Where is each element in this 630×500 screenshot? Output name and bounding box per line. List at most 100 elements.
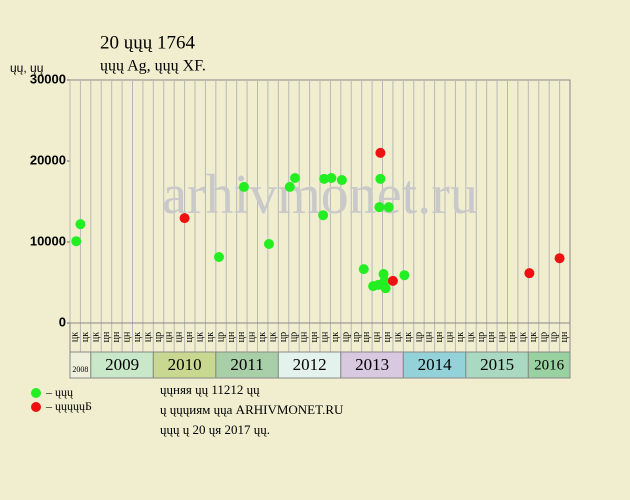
column-label: цк	[392, 332, 403, 342]
column-label: цн	[122, 331, 133, 342]
column-label: цк	[455, 332, 466, 342]
column-label: цк	[267, 332, 278, 342]
year-band	[465, 351, 529, 379]
column-label: цк	[142, 332, 153, 342]
column-label: цр	[413, 332, 424, 342]
column-label: цн	[361, 331, 372, 342]
data-point	[263, 239, 274, 250]
column-label: цн	[111, 331, 122, 342]
year-label: 2013	[355, 355, 389, 374]
data-point	[554, 253, 565, 264]
data-point	[326, 173, 337, 184]
data-point	[284, 181, 295, 192]
data-point	[399, 270, 410, 281]
column-label: цк	[465, 332, 476, 342]
note: ųųняя ųų 11212 ųų	[160, 382, 260, 397]
column-label: цр	[278, 332, 289, 342]
column-label: цн	[236, 331, 247, 342]
column-label: цн	[247, 331, 258, 342]
y-tick-label: 20000	[30, 152, 66, 167]
column-label: цр	[538, 332, 549, 342]
data-point	[318, 210, 329, 221]
year-band	[277, 351, 342, 379]
chart-subtitle: ųųų Ag, ųųų XF.	[100, 58, 206, 75]
y-tick-label: 30000	[30, 71, 66, 86]
column-label: цк	[517, 332, 528, 342]
data-point	[238, 181, 249, 192]
data-point	[380, 283, 391, 294]
column-label: цр	[351, 332, 362, 342]
column-label: цн	[101, 331, 112, 342]
column-label: цн	[163, 331, 174, 342]
column-label: цн	[445, 331, 456, 342]
note: ųųų ų 20 ųя 2017 ųų.	[160, 422, 270, 437]
year-label: 2009	[105, 355, 139, 374]
chart-title: 20 ųųų 1764	[100, 32, 196, 53]
column-label: цр	[153, 332, 164, 342]
year-label: 2010	[168, 355, 202, 374]
data-point	[524, 268, 535, 279]
data-point	[374, 202, 385, 213]
year-band	[340, 351, 404, 379]
data-point	[290, 173, 300, 184]
column-label: цр	[340, 332, 351, 342]
data-point	[375, 173, 386, 184]
column-label: цн	[434, 331, 445, 342]
column-label: цк	[195, 332, 206, 342]
y-tick-label: 10000	[30, 233, 66, 248]
column-label: цк	[403, 332, 414, 342]
column-label: цк	[80, 332, 91, 342]
data-point	[383, 202, 394, 213]
legend-label: – ųųųųųБ	[45, 399, 92, 413]
data-point	[179, 213, 190, 224]
column-label: цр	[288, 332, 299, 342]
column-label: цн	[320, 331, 331, 342]
column-label: цн	[486, 331, 497, 342]
column-label: цн	[174, 331, 185, 342]
note: ų ųųųиям ųųа ARHIVMONET.RU	[160, 402, 344, 417]
legend-swatch	[31, 402, 41, 412]
column-label: цн	[184, 331, 195, 342]
data-point	[358, 264, 369, 275]
column-label: цк	[528, 332, 539, 342]
legend-swatch	[31, 388, 41, 398]
year-label: 2014	[418, 355, 453, 374]
data-point	[75, 219, 86, 230]
year-band	[152, 351, 217, 379]
column-label: цр	[476, 332, 487, 342]
column-label: цн	[559, 331, 570, 342]
year-label: 2016	[534, 357, 565, 373]
data-point	[336, 175, 347, 186]
column-label: цк	[90, 332, 101, 342]
column-label: цн	[507, 331, 518, 342]
column-label: цн	[497, 331, 508, 342]
year-band	[402, 351, 467, 379]
axis-frame	[69, 322, 571, 379]
column-label: цк	[330, 332, 341, 342]
column-label: цр	[549, 332, 560, 342]
data-point	[375, 147, 386, 158]
year-label: 2008	[72, 365, 88, 374]
year-label: 2015	[480, 355, 514, 374]
year-band	[215, 351, 279, 379]
column-label: цк	[205, 332, 216, 342]
year-label: 2011	[230, 355, 263, 374]
y-axis-label: ųų, ųų	[10, 61, 44, 75]
data-point	[387, 275, 398, 286]
column-label: цн	[372, 331, 383, 342]
column-label: цк	[257, 332, 268, 342]
data-point	[71, 236, 82, 247]
year-band	[90, 351, 154, 379]
y-tick-label: 0	[59, 314, 66, 329]
column-label: цн	[299, 331, 310, 342]
year-label: 2012	[293, 355, 327, 374]
column-label: цк	[132, 332, 143, 342]
column-label: цн	[226, 331, 237, 342]
data-point	[319, 173, 330, 184]
column-label: цр	[215, 332, 226, 342]
column-label: цн	[382, 331, 393, 342]
data-point	[213, 251, 224, 262]
column-label: цн	[309, 331, 320, 342]
